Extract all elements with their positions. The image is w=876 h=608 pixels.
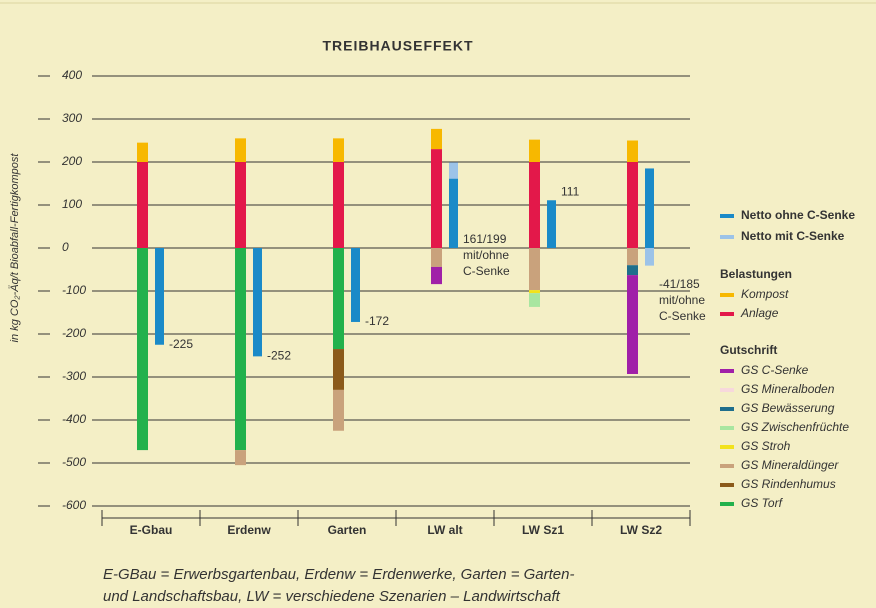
y-tick-label: 200 xyxy=(61,154,82,168)
bar-segment xyxy=(529,139,540,162)
x-tick-label: LW Sz1 xyxy=(522,523,564,537)
chart-title: TREIBHAUSEFFEKT xyxy=(322,38,473,54)
footnote: E-GBau = Erwerbsgartenbau, Erdenw = Erde… xyxy=(103,566,575,583)
bar-segment xyxy=(137,162,148,248)
value-label: -172 xyxy=(365,314,389,328)
value-label: 111 xyxy=(561,184,580,198)
net-bar xyxy=(645,168,654,248)
net-bar xyxy=(547,200,556,248)
legend-label: Netto mit C-Senke xyxy=(741,229,845,243)
annotation: 161/199 xyxy=(463,232,507,246)
x-tick-label: Garten xyxy=(328,523,367,537)
x-tick-label: Erdenw xyxy=(227,523,271,537)
bar-segment xyxy=(627,275,638,374)
legend-label: GS Mineraldünger xyxy=(741,458,839,472)
legend-label: GS Zwischenfrüchte xyxy=(741,420,849,434)
bar-segment xyxy=(137,142,148,162)
bar-segment xyxy=(235,138,246,162)
bar-segment xyxy=(431,128,442,150)
bar-segment xyxy=(431,149,442,248)
bar-segment xyxy=(137,248,148,451)
net-bar xyxy=(253,248,262,357)
bar-segment xyxy=(529,293,540,307)
bar-segment xyxy=(627,140,638,162)
y-tick-label: -300 xyxy=(62,369,86,383)
bar-segment xyxy=(235,450,246,466)
net-bar xyxy=(351,248,360,322)
legend-label: GS C-Senke xyxy=(741,363,809,377)
x-tick-label: LW Sz2 xyxy=(620,523,662,537)
bar-segment xyxy=(333,138,344,162)
legend-header: Gutschrift xyxy=(720,343,777,357)
bar-segment xyxy=(333,349,344,390)
legend-label: GS Bewässerung xyxy=(741,401,835,415)
net-bar xyxy=(449,178,458,248)
y-tick-label: -400 xyxy=(62,412,86,426)
bar-segment xyxy=(333,389,344,431)
bar-segment xyxy=(333,162,344,248)
y-tick-label: 100 xyxy=(62,197,82,211)
legend-label: GS Mineralboden xyxy=(741,382,835,396)
bar-segment xyxy=(627,265,638,276)
bar-segment xyxy=(333,248,344,350)
bar-segment xyxy=(627,162,638,248)
annotation: mit/ohne xyxy=(463,248,509,262)
annotation: C-Senke xyxy=(659,309,706,323)
x-tick-label: LW alt xyxy=(427,523,462,537)
y-tick-label: 300 xyxy=(62,111,82,125)
bar-segment xyxy=(235,162,246,248)
legend-label: Kompost xyxy=(741,287,789,301)
bar-segment xyxy=(529,162,540,248)
x-tick-label: E-Gbau xyxy=(130,523,173,537)
annotation: mit/ohne xyxy=(659,293,705,307)
bar-segment xyxy=(529,248,540,291)
legend-label: GS Torf xyxy=(741,496,784,510)
y-tick-label: -600 xyxy=(62,498,86,512)
annotation: C-Senke xyxy=(463,264,510,278)
legend-label: Netto ohne C-Senke xyxy=(741,208,855,222)
y-tick-label: -100 xyxy=(62,283,86,297)
legend-label: GS Stroh xyxy=(741,439,791,453)
bar-segment xyxy=(431,248,442,267)
bar-segment xyxy=(627,248,638,266)
y-tick-label: 0 xyxy=(62,240,69,254)
y-tick-label: -200 xyxy=(62,326,86,340)
y-tick-label: -500 xyxy=(62,455,86,469)
annotation: -41/185 xyxy=(659,277,700,291)
y-tick-label: 400 xyxy=(62,68,82,82)
value-label: -225 xyxy=(169,337,193,351)
y-axis-label: in kg CO₂-Äq/t Bioabfall-Fertigkompost xyxy=(9,153,21,343)
legend-label: GS Rindenhumus xyxy=(741,477,836,491)
net-bar xyxy=(645,248,654,266)
legend-header: Belastungen xyxy=(720,267,792,281)
legend-label: Anlage xyxy=(740,306,779,320)
net-bar xyxy=(155,248,164,345)
bar-segment xyxy=(529,290,540,294)
footnote: und Landschaftsbau, LW = verschiedene Sz… xyxy=(103,588,561,605)
bar-segment xyxy=(431,266,442,285)
value-label: -252 xyxy=(267,349,291,363)
bar-segment xyxy=(235,248,246,451)
